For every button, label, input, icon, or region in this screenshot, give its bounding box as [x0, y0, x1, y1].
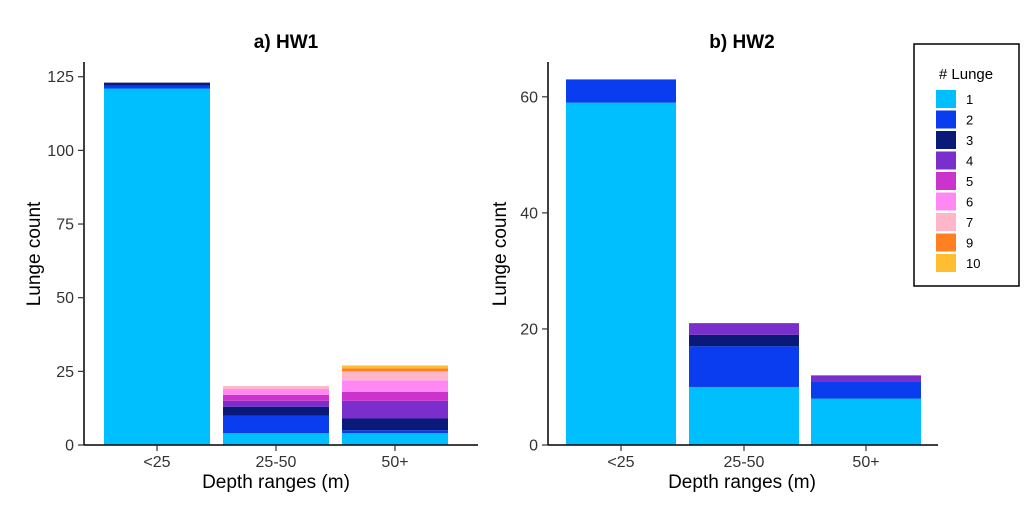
legend-label-4: 4	[966, 154, 973, 169]
bar-segment-a-0-series-1	[104, 88, 210, 445]
legend-label-2: 2	[966, 113, 973, 128]
bar-segment-b-1-series-4	[689, 323, 799, 335]
x-tick-label-b-0: <25	[607, 454, 634, 471]
panel-hw1-x-axis-title: Depth ranges (m)	[202, 472, 350, 493]
x-tick-label-a-1: 25-50	[256, 454, 297, 471]
bar-segment-a-2-series-10	[342, 365, 448, 369]
bar-segment-a-1-series-5	[223, 394, 329, 401]
bar-segment-a-1-series-1	[223, 433, 329, 445]
legend-swatch-3	[936, 131, 956, 149]
y-tick-label-a-2: 50	[56, 290, 74, 307]
y-tick-label-a-3: 75	[56, 217, 74, 234]
bar-segment-a-1-series-3	[223, 406, 329, 416]
bar-segment-a-2-series-1	[342, 433, 448, 445]
y-tick-label-b-3: 60	[520, 89, 538, 106]
x-tick-label-a-2: 50+	[381, 454, 408, 471]
bar-segment-a-2-series-6	[342, 380, 448, 392]
bar-segment-b-0-series-1	[566, 102, 676, 445]
bar-segment-b-0-series-2	[566, 79, 676, 103]
y-tick-label-b-1: 20	[520, 321, 538, 338]
y-tick-label-b-0: 0	[529, 438, 538, 455]
bar-segment-a-2-series-5	[342, 391, 448, 401]
panel-hw2-title: b) HW2	[709, 32, 774, 53]
legend-label-1: 1	[966, 92, 973, 107]
x-tick-label-b-2: 50+	[852, 454, 879, 471]
y-tick-label-a-0: 0	[65, 438, 74, 455]
bar-segment-a-2-series-7	[342, 371, 448, 381]
bar-segment-a-1-series-6	[223, 389, 329, 395]
bar-segment-b-1-series-1	[689, 386, 799, 445]
legend-swatch-7	[936, 213, 956, 231]
bar-segment-a-1-series-7	[223, 386, 329, 390]
y-tick-label-a-1: 25	[56, 364, 74, 381]
x-tick-label-b-1: 25-50	[724, 454, 765, 471]
legend-swatch-4	[936, 151, 956, 170]
legend-label-10: 10	[966, 256, 980, 271]
legend-swatch-10	[936, 254, 956, 272]
bar-segment-a-1-series-2	[223, 415, 329, 434]
panel-hw1-bars	[104, 82, 448, 445]
legend-swatch-1	[936, 90, 956, 108]
panel-hw2-x-ticks: <25 25-50 50+	[607, 445, 880, 471]
legend-swatch-5	[936, 172, 956, 190]
panel-hw2-x-axis-title: Depth ranges (m)	[668, 472, 816, 493]
bar-segment-a-0-series-2	[104, 85, 210, 89]
legend-items: 1 2 3 4 5 6 7 9 10	[936, 90, 980, 272]
bar-segment-b-1-series-3	[689, 334, 799, 347]
legend: # Lunge 1 2 3 4 5 6 7 9 10	[913, 43, 1020, 287]
panel-hw1-y-ticks: 0 25 50 75 100 125	[47, 69, 84, 455]
panel-hw1-x-ticks: <25 25-50 50+	[143, 445, 409, 471]
bar-segment-a-1-series-4	[223, 400, 329, 407]
bar-segment-a-2-series-9	[342, 368, 448, 372]
panel-hw1: a) HW1 0 25 50 75 100 125 <25 25-50 50+ Depth r…	[24, 32, 478, 493]
legend-label-7: 7	[966, 215, 973, 230]
panel-hw2-bars	[566, 79, 921, 445]
panel-hw2-y-ticks: 0 20 40 60	[520, 89, 548, 455]
legend-label-6: 6	[966, 195, 973, 210]
legend-label-5: 5	[966, 174, 973, 189]
y-tick-label-b-2: 40	[520, 205, 538, 222]
legend-swatch-2	[936, 110, 956, 129]
bar-segment-a-2-series-2	[342, 430, 448, 434]
bar-segment-b-1-series-2	[689, 346, 799, 387]
bar-segment-b-2-series-2	[811, 381, 921, 399]
panel-hw1-y-axis-title: Lunge count	[24, 201, 45, 306]
bar-segment-a-2-series-3	[342, 418, 448, 431]
legend-swatch-9	[936, 233, 956, 252]
panel-hw1-title: a) HW1	[254, 32, 319, 53]
bar-segment-b-2-series-4	[811, 375, 921, 382]
legend-swatch-6	[936, 192, 956, 211]
panel-hw2: b) HW2 0 20 40 60 <25 25-50 50+ Depth ranges …	[490, 32, 938, 493]
bar-segment-b-2-series-1	[811, 398, 921, 445]
y-tick-label-a-4: 100	[47, 143, 74, 160]
bar-segment-a-2-series-4	[342, 400, 448, 419]
bar-segment-a-0-series-3	[104, 82, 210, 86]
legend-label-3: 3	[966, 133, 973, 148]
panel-hw2-y-axis-title: Lunge count	[490, 201, 511, 306]
legend-label-9: 9	[966, 236, 973, 251]
legend-box	[913, 43, 1020, 287]
legend-title: # Lunge	[939, 66, 993, 83]
y-tick-label-a-5: 125	[47, 69, 74, 86]
x-tick-label-a-0: <25	[143, 454, 170, 471]
